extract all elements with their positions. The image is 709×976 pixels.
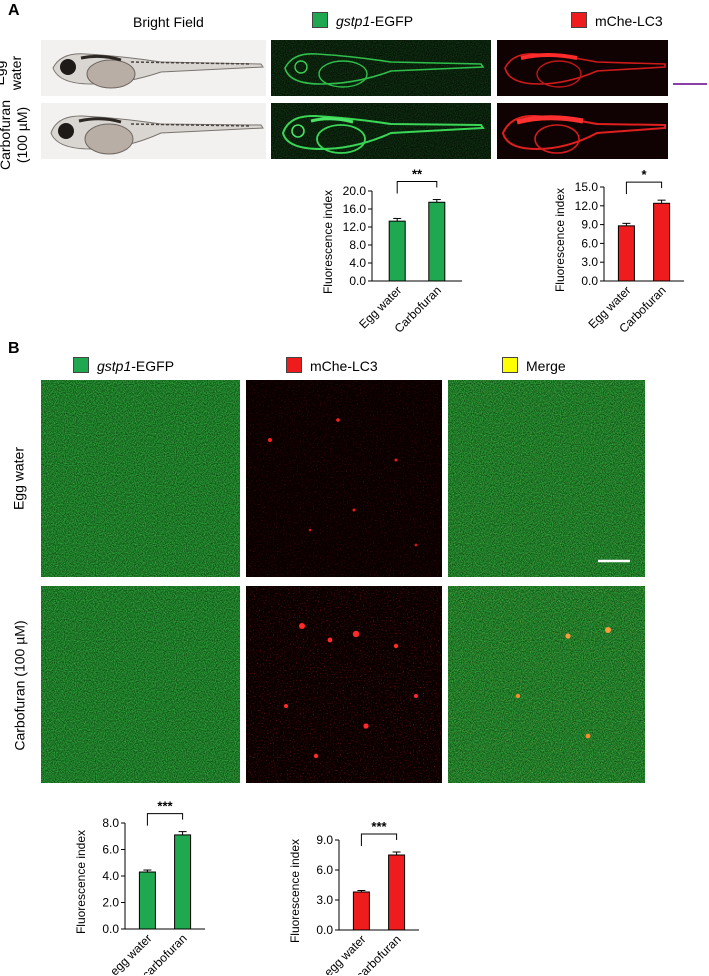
row-label-line: Carbofuran (0, 99, 13, 171)
y-tick-label: 4.0 (102, 869, 119, 883)
confocal-merge-egg-water (448, 380, 645, 577)
column-header-mche-lc3: mChe-LC3 (286, 357, 378, 374)
row-label-line: (100 µM) (14, 106, 30, 164)
mche-lc3-label: mChe-LC3 (595, 13, 663, 29)
significance-bracket (360, 833, 398, 846)
bar (352, 891, 370, 931)
y-tick-label: 9.0 (581, 218, 598, 232)
y-tick-label: 3.0 (581, 255, 598, 269)
significance-label: ** (412, 167, 423, 182)
y-tick-label: 4.0 (349, 256, 366, 270)
mche-lc3-egg-water-image (497, 40, 668, 96)
confocal-merge-carbofuran (448, 586, 645, 783)
egfp-suffix: -EGFP (131, 358, 175, 374)
red-swatch (571, 12, 587, 28)
red-swatch (286, 357, 302, 373)
gene-name: gstp1 (336, 13, 371, 29)
y-axis-label: Fluorescence index (74, 830, 88, 934)
column-header-gstp1-egfp: gstp1-EGFP (312, 12, 413, 29)
column-header-gstp1-egfp: gstp1-EGFP (73, 357, 174, 374)
y-axis-label: Fluorescence index (321, 190, 335, 294)
bright-field-egg-water-image (41, 40, 266, 96)
significance-bracket (146, 813, 184, 826)
y-tick-label: 20.0 (343, 184, 367, 198)
panel-a-letter: A (8, 2, 20, 19)
y-tick-label: 2.0 (102, 896, 119, 910)
column-header-mche-lc3: mChe-LC3 (571, 12, 663, 29)
y-axis-label: Fluorescence index (553, 188, 567, 292)
y-tick-label: 0.0 (581, 274, 598, 288)
confocal-green-egg-water (41, 380, 240, 577)
row-label-carbofuran: Carbofuran (100 µM) (11, 620, 28, 751)
y-tick-label: 0.0 (349, 274, 366, 288)
confocal-green-carbofuran (41, 586, 240, 783)
significance-bracket (396, 181, 438, 194)
y-tick-label: 15.0 (575, 180, 599, 194)
column-header-merge: Merge (502, 357, 566, 374)
y-tick-label: 6.0 (316, 863, 333, 877)
y-tick-label: 9.0 (316, 833, 333, 847)
significance-bracket (625, 181, 663, 195)
y-tick-label: 16.0 (343, 202, 367, 216)
row-label-carbofuran: Carbofuran (100 µM) (0, 98, 31, 172)
bar (388, 854, 406, 931)
row-label-line: Egg (0, 60, 7, 86)
gstp1-egfp-egg-water-image (271, 40, 491, 96)
scale-bar (673, 83, 707, 85)
egfp-suffix: -EGFP (370, 13, 414, 29)
y-tick-label: 6.0 (581, 236, 598, 250)
panel-b-letter: B (8, 340, 20, 357)
bright-field-carbofuran-image (41, 103, 266, 159)
y-tick-label: 0.0 (316, 923, 333, 937)
row-label-egg-water: Egg water (10, 446, 27, 511)
bar (174, 834, 192, 930)
gene-name: gstp1 (97, 358, 132, 374)
yellow-swatch (502, 357, 518, 373)
bar (617, 225, 635, 282)
y-tick-label: 3.0 (316, 893, 333, 907)
mche-lc3-label: mChe-LC3 (310, 358, 378, 374)
row-label-line: water (8, 55, 24, 91)
y-tick-label: 6.0 (102, 843, 119, 857)
row-label-egg-water: Egg water (0, 53, 25, 93)
y-tick-label: 12.0 (343, 220, 367, 234)
confocal-red-egg-water (246, 380, 442, 577)
y-tick-label: 8.0 (349, 238, 366, 252)
gstp1-egfp-carbofuran-image (271, 103, 491, 159)
green-swatch (312, 12, 328, 28)
y-axis-label: Fluorescence index (288, 839, 302, 943)
bar (388, 220, 406, 282)
green-swatch (73, 357, 89, 373)
y-tick-label: 8.0 (102, 816, 119, 830)
y-tick-label: 12.0 (575, 199, 599, 213)
significance-label: *** (157, 799, 173, 814)
bar (138, 871, 156, 930)
significance-label: *** (371, 819, 387, 834)
significance-label: * (641, 167, 647, 182)
column-header-bright-field: Bright Field (133, 14, 204, 30)
bar (653, 202, 671, 282)
merge-label: Merge (526, 358, 566, 374)
confocal-red-carbofuran (246, 586, 442, 783)
mche-lc3-carbofuran-image (497, 103, 668, 159)
bar (428, 201, 446, 282)
y-tick-label: 0.0 (102, 922, 119, 936)
